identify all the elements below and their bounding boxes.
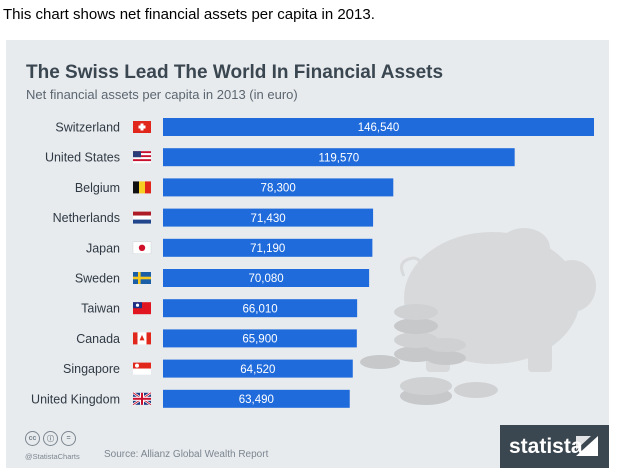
statista-logo[interactable]: statista [500, 425, 609, 468]
coin-stacks-illustration [360, 304, 498, 405]
bar-united-kingdom [163, 389, 350, 408]
category-label-united-kingdom: United Kingdom [31, 392, 120, 406]
value-label-united-kingdom: 63,490 [239, 394, 274, 406]
flag-ch-icon [133, 121, 151, 133]
category-label-united-states: United States [45, 151, 120, 165]
bar-sweden [163, 269, 370, 287]
bar-belgium [163, 178, 394, 197]
statista-wordmark: statista [509, 435, 583, 458]
page-caption: This chart shows net financial assets pe… [3, 6, 375, 23]
nd-icon: = [61, 431, 76, 446]
bar-taiwan [163, 299, 358, 318]
cc-icon: cc [25, 431, 40, 446]
flag-tw-icon [133, 302, 151, 315]
category-label-singapore: Singapore [63, 362, 120, 376]
category-label-japan: Japan [86, 241, 120, 255]
value-label-switzerland: 146,540 [358, 122, 400, 134]
value-label-belgium: 78,300 [261, 183, 296, 195]
category-label-netherlands: Netherlands [53, 211, 120, 225]
bar-singapore [163, 359, 353, 378]
chart-title: The Swiss Lead The World In Financial As… [26, 62, 444, 83]
license-icons: cc ⓘ = [25, 431, 76, 446]
category-label-canada: Canada [76, 332, 120, 346]
flag-se-icon [133, 272, 151, 284]
value-label-japan: 71,190 [250, 243, 285, 255]
bar-united-states [163, 148, 515, 167]
statista-logo-icon [576, 436, 598, 456]
chart-card: Switzerland 146,540 United States 119,570 Be… [6, 40, 609, 468]
category-label-taiwan: Taiwan [81, 302, 120, 316]
value-label-singapore: 64,520 [240, 364, 275, 376]
value-label-taiwan: 66,010 [242, 303, 277, 315]
flag-sg-icon [133, 362, 151, 375]
bars-layer: Switzerland 146,540 United States 119,570 Be… [31, 118, 594, 408]
source-note: Source: Allianz Global Wealth Report [104, 449, 269, 460]
value-label-netherlands: 71,430 [250, 213, 285, 225]
flag-nl-icon [133, 211, 151, 224]
value-label-canada: 65,900 [242, 334, 277, 346]
chart-subtitle: Net financial assets per capita in 2013 … [26, 87, 298, 102]
value-label-united-states: 119,570 [318, 152, 359, 164]
bar-japan [163, 238, 373, 257]
chart-svg: Switzerland 146,540 United States 119,570 Be… [31, 118, 596, 408]
category-label-switzerland: Switzerland [55, 121, 120, 135]
flag-gb-icon [132, 391, 152, 406]
category-label-belgium: Belgium [75, 181, 120, 195]
flag-jp-icon [132, 241, 152, 255]
flag-ca-icon [133, 332, 151, 345]
value-label-sweden: 70,080 [248, 273, 283, 285]
statista-handle: @StatistaCharts [25, 452, 80, 461]
bar-netherlands [163, 208, 374, 227]
by-icon: ⓘ [43, 431, 58, 446]
flag-us-icon [133, 151, 151, 164]
bar-canada [163, 329, 357, 348]
category-label-sweden: Sweden [75, 272, 120, 286]
flag-be-icon [133, 181, 151, 194]
bar-switzerland [163, 118, 594, 136]
